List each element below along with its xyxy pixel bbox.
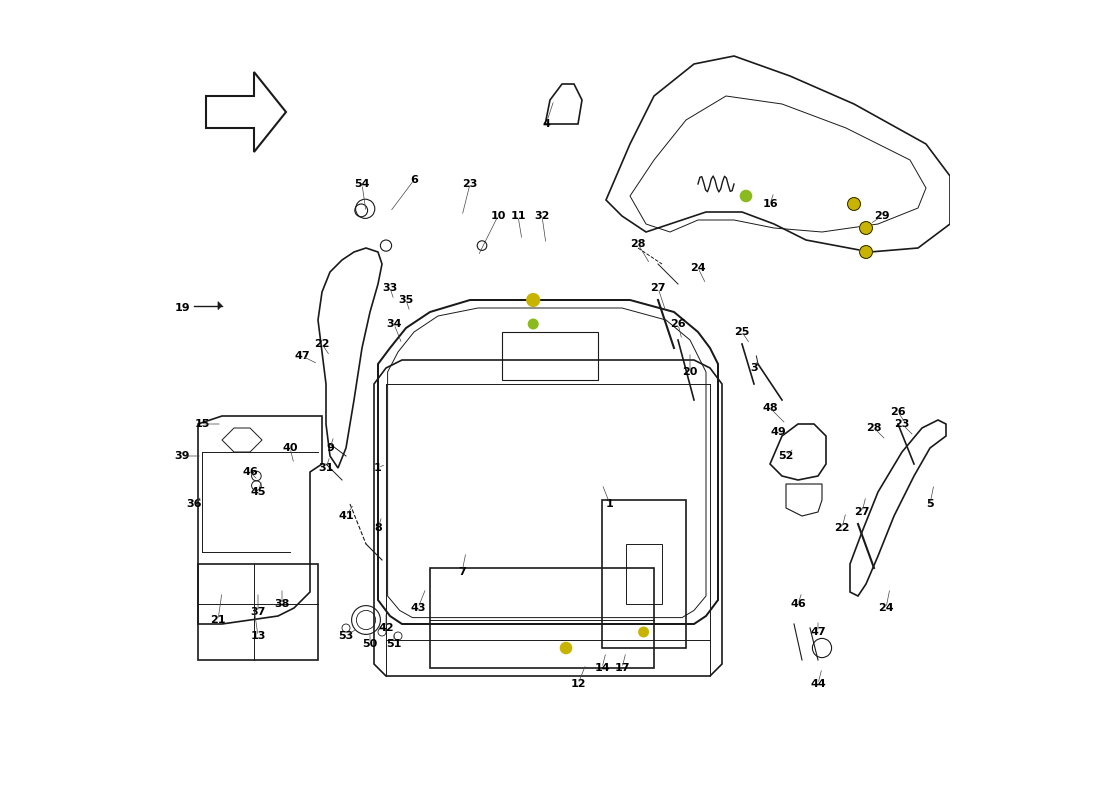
Polygon shape — [218, 302, 222, 310]
Text: 9: 9 — [326, 443, 334, 453]
Text: 41: 41 — [338, 511, 354, 521]
Text: 19: 19 — [174, 303, 190, 313]
Text: 23: 23 — [462, 179, 477, 189]
Text: 8: 8 — [374, 523, 382, 533]
Text: 24: 24 — [690, 263, 706, 273]
Text: 42: 42 — [378, 623, 394, 633]
Text: 1: 1 — [606, 499, 614, 509]
Text: 12: 12 — [570, 679, 585, 689]
Circle shape — [527, 294, 540, 306]
Text: 49: 49 — [770, 427, 785, 437]
Text: 17: 17 — [614, 663, 629, 673]
Text: 44: 44 — [810, 679, 826, 689]
Text: 25: 25 — [735, 327, 750, 337]
Text: 21: 21 — [210, 615, 225, 625]
Text: 43: 43 — [410, 603, 426, 613]
Text: 10: 10 — [491, 211, 506, 221]
Text: 51: 51 — [386, 639, 402, 649]
Text: 53: 53 — [339, 631, 353, 641]
Text: 4: 4 — [542, 119, 550, 129]
Text: 38: 38 — [274, 599, 289, 609]
Text: 14: 14 — [594, 663, 609, 673]
Text: 28: 28 — [867, 423, 882, 433]
Text: 3: 3 — [750, 363, 758, 373]
Text: 34: 34 — [386, 319, 402, 329]
Text: 27: 27 — [855, 507, 870, 517]
Text: 35: 35 — [398, 295, 414, 305]
Text: 39: 39 — [174, 451, 189, 461]
Text: 48: 48 — [762, 403, 778, 413]
Text: 27: 27 — [650, 283, 666, 293]
Text: 29: 29 — [874, 211, 890, 221]
Text: 13: 13 — [251, 631, 266, 641]
Circle shape — [859, 222, 872, 234]
Text: 52: 52 — [779, 451, 794, 461]
Circle shape — [859, 246, 872, 258]
Text: 26: 26 — [670, 319, 685, 329]
Text: 1: 1 — [374, 463, 382, 473]
Circle shape — [740, 190, 751, 202]
Circle shape — [848, 198, 860, 210]
Text: 46: 46 — [242, 467, 257, 477]
Text: 16: 16 — [762, 199, 778, 209]
Text: 24: 24 — [878, 603, 894, 613]
Text: 46: 46 — [790, 599, 806, 609]
Text: 50: 50 — [362, 639, 377, 649]
Text: 20: 20 — [682, 367, 697, 377]
Text: 28: 28 — [630, 239, 646, 249]
Text: 11: 11 — [510, 211, 526, 221]
Text: 45: 45 — [251, 487, 266, 497]
Text: 15: 15 — [195, 419, 210, 429]
Text: 54: 54 — [354, 179, 370, 189]
Text: 26: 26 — [890, 407, 905, 417]
Text: 7: 7 — [458, 567, 466, 577]
Circle shape — [560, 642, 572, 654]
Text: 36: 36 — [186, 499, 201, 509]
Text: 31: 31 — [318, 463, 333, 473]
Text: 33: 33 — [383, 283, 397, 293]
Text: 40: 40 — [283, 443, 298, 453]
Circle shape — [639, 627, 648, 637]
Text: 22: 22 — [315, 339, 330, 349]
Text: 47: 47 — [811, 627, 826, 637]
Text: 37: 37 — [251, 607, 266, 617]
Text: 32: 32 — [535, 211, 550, 221]
Text: 5: 5 — [926, 499, 934, 509]
Text: 6: 6 — [410, 175, 418, 185]
Text: 23: 23 — [894, 419, 910, 429]
Text: 22: 22 — [834, 523, 849, 533]
Circle shape — [528, 319, 538, 329]
Text: 47: 47 — [294, 351, 310, 361]
